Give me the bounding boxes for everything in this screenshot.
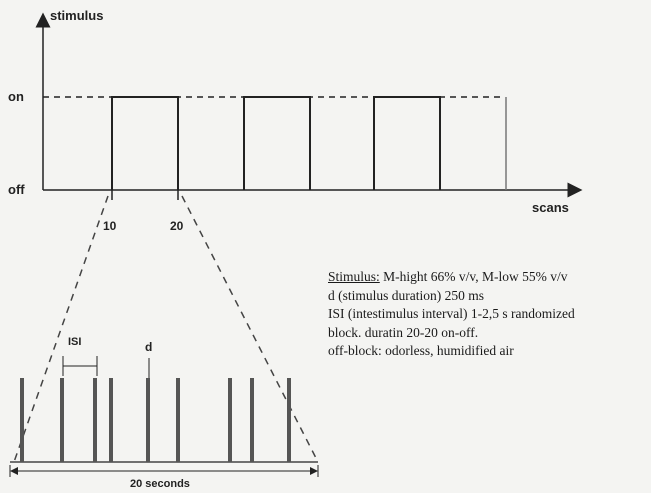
on-block-1	[111, 96, 179, 190]
off-level-label: off	[8, 182, 25, 197]
on-blocks	[111, 96, 441, 190]
stimulus-pulse-7	[228, 378, 232, 462]
on-level-label: on	[8, 89, 24, 104]
y-axis-label: stimulus	[50, 8, 103, 23]
tick-20-label: 20	[170, 219, 184, 233]
stimulus-heading: Stimulus:	[328, 269, 380, 284]
description-line-2: d (stimulus duration) 250 ms	[328, 287, 484, 303]
stimulus-pulse-5	[146, 378, 150, 462]
stimulus-pulse-1	[20, 378, 24, 462]
duration-left-arrowhead	[10, 467, 18, 475]
stimulus-pulse-4	[109, 378, 113, 462]
stimulus-pulse-2	[60, 378, 64, 462]
isi-label: ISI	[68, 336, 81, 348]
duration-label: 20 seconds	[130, 478, 190, 490]
tick-10-label: 10	[103, 219, 117, 233]
on-block-2	[243, 96, 311, 190]
stimulus-pulse-8	[250, 378, 254, 462]
pulse-train	[20, 378, 291, 462]
stimulus-concentrations: M-hight 66% v/v, M-low 55% v/v	[383, 269, 568, 284]
description-line-1: Stimulus: M-hight 66% v/v, M-low 55% v/v	[328, 268, 648, 287]
description-line-4: block. duratin 20-20 on-off.	[328, 324, 479, 340]
stimulus-pulse-3	[93, 378, 97, 462]
x-axis-label: scans	[532, 200, 569, 215]
duration-right-arrowhead	[310, 467, 318, 475]
zoom-right-dashed-line	[181, 195, 319, 463]
d-label: d	[145, 340, 152, 354]
stimulus-pulse-9	[287, 378, 291, 462]
description-line-3: ISI (intestimulus interval) 1-2,5 s rand…	[328, 306, 575, 321]
on-block-3	[373, 96, 441, 190]
stimulus-pulse-6	[176, 378, 180, 462]
description-line-5: off-block: odorless, humidified air	[328, 343, 514, 358]
stimulus-description: Stimulus: M-hight 66% v/v, M-low 55% v/v…	[328, 268, 648, 361]
zoom-left-dashed-line	[13, 195, 109, 463]
